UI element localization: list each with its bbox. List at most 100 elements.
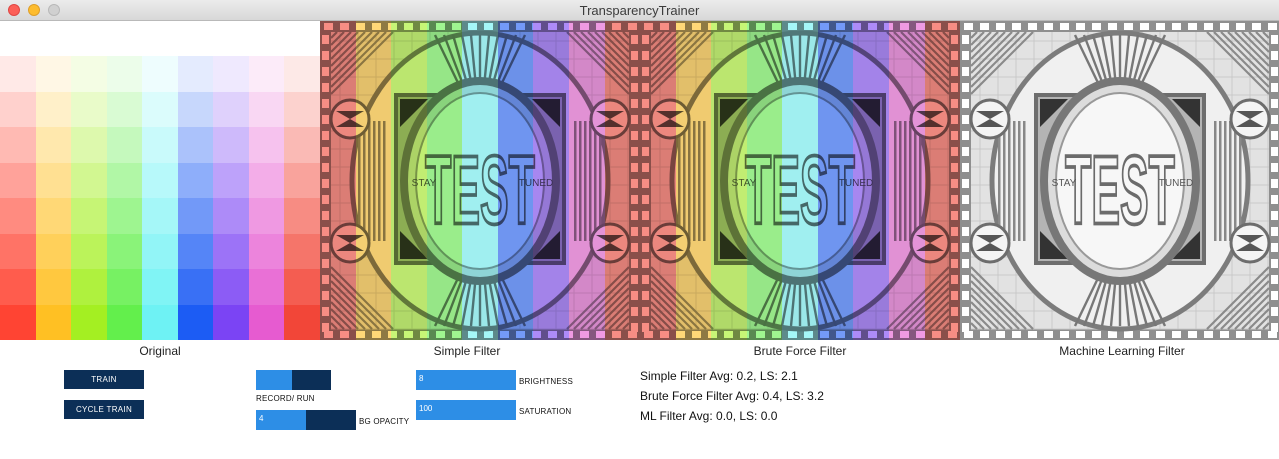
palette-swatch <box>35 127 72 163</box>
overlay-band <box>533 21 569 340</box>
palette-swatch <box>284 127 320 163</box>
saturation-fill <box>416 400 516 420</box>
palette-swatch <box>213 56 249 92</box>
ml-filter-label: Machine Learning Filter <box>1059 344 1185 358</box>
overlay-band <box>462 21 498 340</box>
ml-filter-stats: ML Filter Avg: 0.0, LS: 0.0 <box>640 409 778 423</box>
overlay-band <box>426 21 463 340</box>
palette-swatch <box>71 269 107 305</box>
overlay-band <box>888 21 925 340</box>
overlay-band <box>782 21 818 340</box>
palette-swatch <box>177 127 214 163</box>
palette-swatch <box>248 162 285 198</box>
palette-swatch <box>284 269 320 305</box>
palette-swatch <box>248 56 285 92</box>
simple-filter-label: Simple Filter <box>433 344 501 358</box>
brightness-slider[interactable]: 8 <box>416 370 516 390</box>
palette-swatch <box>177 56 214 92</box>
color-palette-grid <box>0 56 320 340</box>
palette-swatch <box>213 198 249 234</box>
palette-swatch <box>142 304 178 340</box>
palette-swatch <box>71 233 107 269</box>
palette-swatch <box>106 233 143 269</box>
train-button[interactable]: TRAIN <box>64 370 144 389</box>
palette-swatch <box>106 56 143 92</box>
overlay-band <box>320 21 356 340</box>
overlay-band <box>391 21 427 340</box>
palette-swatch <box>142 162 178 198</box>
palette-swatch <box>106 162 143 198</box>
window-title: TransparencyTrainer <box>579 3 700 18</box>
palette-swatch <box>284 198 320 234</box>
palette-swatch <box>248 233 285 269</box>
palette-swatch <box>106 91 143 127</box>
palette-swatch <box>213 304 249 340</box>
bg-opacity-fill <box>256 410 306 430</box>
palette-swatch <box>142 127 178 163</box>
record-run-label: RECORD/ RUN <box>256 394 315 403</box>
palette-swatch <box>35 162 72 198</box>
palette-swatch <box>35 56 72 92</box>
overlay-band <box>711 21 747 340</box>
palette-swatch <box>284 304 320 340</box>
palette-swatch <box>248 127 285 163</box>
palette-swatch <box>106 304 143 340</box>
overlay-band <box>853 21 889 340</box>
record-run-toggle[interactable] <box>256 370 331 390</box>
test-word: TEST <box>1065 135 1175 244</box>
bg-opacity-slider[interactable]: 4 <box>256 410 356 430</box>
zoom-window-button[interactable] <box>48 4 60 16</box>
palette-swatch <box>71 127 107 163</box>
palette-swatch <box>213 233 249 269</box>
palette-swatch <box>213 269 249 305</box>
palette-swatch <box>71 91 107 127</box>
palette-swatch <box>142 91 178 127</box>
palette-swatch <box>142 269 178 305</box>
color-overlay <box>320 21 640 340</box>
close-window-button[interactable] <box>8 4 20 16</box>
overlay-band <box>675 21 712 340</box>
overlay-band <box>746 21 783 340</box>
overlay-band <box>604 21 640 340</box>
minimize-window-button[interactable] <box>28 4 40 16</box>
ml-filter-panel: TEST STAY TUNED <box>960 21 1279 340</box>
palette-swatch <box>177 269 214 305</box>
palette-swatch <box>248 269 285 305</box>
palette-swatch <box>71 56 107 92</box>
brightness-value: 8 <box>419 374 424 383</box>
palette-swatch <box>106 198 143 234</box>
record-run-fill <box>256 370 292 390</box>
palette-swatch <box>35 91 72 127</box>
palette-swatch <box>71 304 107 340</box>
palette-swatch <box>0 269 36 305</box>
palette-swatch <box>0 91 36 127</box>
simple-filter-stats: Simple Filter Avg: 0.2, LS: 2.1 <box>640 369 798 383</box>
palette-swatch <box>0 233 36 269</box>
palette-swatch <box>177 304 214 340</box>
palette-swatch <box>248 304 285 340</box>
overlay-band <box>355 21 392 340</box>
palette-swatch <box>0 304 36 340</box>
palette-swatch <box>284 162 320 198</box>
brightness-fill <box>416 370 516 390</box>
palette-swatch <box>284 91 320 127</box>
saturation-slider[interactable]: 100 <box>416 400 516 420</box>
overlay-band <box>568 21 605 340</box>
brute-force-filter-label: Brute Force Filter <box>753 344 847 358</box>
palette-swatch <box>177 91 214 127</box>
palette-swatch <box>177 233 214 269</box>
brightness-label: BRIGHTNESS <box>519 377 574 386</box>
palette-swatch <box>106 269 143 305</box>
overlay-band <box>640 21 676 340</box>
original-panel <box>0 21 320 340</box>
palette-swatch <box>35 269 72 305</box>
cycle-train-button[interactable]: CYCLE TRAIN <box>64 400 144 419</box>
palette-swatch <box>284 233 320 269</box>
palette-swatch <box>71 198 107 234</box>
palette-swatch <box>177 198 214 234</box>
palette-swatch <box>35 304 72 340</box>
palette-swatch <box>142 198 178 234</box>
bg-opacity-value: 4 <box>259 414 264 423</box>
